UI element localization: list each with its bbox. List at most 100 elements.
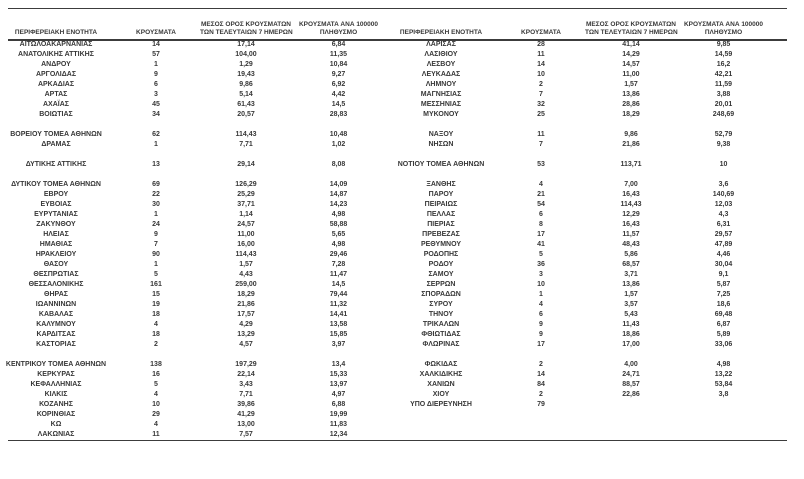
value-cell: 79,44 <box>329 291 348 298</box>
regional-unit-cell: ΚΟΡΙΝΘΙΑΣ <box>36 411 76 418</box>
column-header: ΚΡΟΥΣΜΑΤΑ ΑΝΑ 100000 ΠΛΗΘΥΣΜΟ <box>298 21 379 36</box>
spacer-cell <box>385 170 497 180</box>
table-row: ΛΑΡΙΣΑΣ 28 41,14 9,85 <box>385 40 770 50</box>
table-row: ΛΑΣΙΘΙΟΥ 11 14,29 14,59 <box>385 50 770 60</box>
regional-unit-cell: ΚΕΡΚΥΡΑΣ <box>37 371 75 378</box>
value-cell: 14,09 <box>329 181 348 188</box>
regional-unit-cell: ΚΕΝΤΡΙΚΟΥ ΤΟΜΕΑ ΑΘΗΝΩΝ <box>5 361 107 368</box>
value-cell: 4 <box>154 321 158 328</box>
value-cell: 24 <box>152 221 160 228</box>
value-cell: 7 <box>539 141 543 148</box>
value-cell: 17 <box>537 231 545 238</box>
value-cell: 14,5 <box>331 101 346 108</box>
table-row: ΑΡΓΟΛΙΔΑΣ 9 19,43 9,27 <box>0 70 385 80</box>
table-row: ΤΡΙΚΑΛΩΝ 9 11,43 6,87 <box>385 320 770 330</box>
value-cell: 16,00 <box>237 241 255 248</box>
regional-unit-cell: ΣΥΡΟΥ <box>429 301 453 308</box>
value-cell: 9 <box>154 231 158 238</box>
table-row: ΕΥΡΥΤΑΝΙΑΣ 1 1,14 4,98 <box>0 210 385 220</box>
spacer-row <box>0 170 385 180</box>
value-cell: 4 <box>154 391 158 398</box>
value-cell: 13,58 <box>329 321 348 328</box>
regional-unit-cell: ΜΑΓΝΗΣΙΑΣ <box>420 91 462 98</box>
table-body-right: ΛΑΡΙΣΑΣ 28 41,14 9,85 ΛΑΣΙΘΙΟΥ 11 14,29 14,59 ΛΕ… <box>385 40 770 410</box>
value-cell: 3,71 <box>624 271 638 278</box>
regional-unit-cell: ΗΜΑΘΙΑΣ <box>39 241 73 248</box>
table-row: ΠΕΙΡΑΙΩΣ 54 114,43 12,03 <box>385 200 770 210</box>
value-cell: 1 <box>154 211 158 218</box>
value-cell: 11,47 <box>329 271 348 278</box>
column-header: ΠΕΡΙΦΕΡΕΙΑΚΗ ΕΝΟΤΗΤΑ <box>399 29 483 36</box>
value-cell: 22,86 <box>622 391 640 398</box>
regional-unit-cell: ΘΗΡΑΣ <box>44 291 68 298</box>
regional-unit-cell: ΚΙΛΚΙΣ <box>44 391 68 398</box>
value-cell: 11,83 <box>329 421 348 428</box>
value-cell: 90 <box>152 251 160 258</box>
table-row: ΠΑΡΟΥ 21 16,43 140,69 <box>385 190 770 200</box>
value-cell: 15,85 <box>329 331 348 338</box>
value-cell: 4,29 <box>239 321 253 328</box>
table-row: ΦΘΙΩΤΙΔΑΣ 9 18,86 5,89 <box>385 330 770 340</box>
value-cell <box>585 400 677 410</box>
spacer-cell <box>497 350 585 360</box>
table-row: ΝΗΣΩΝ 7 21,86 9,38 <box>385 140 770 150</box>
value-cell: 9,38 <box>716 141 731 148</box>
value-cell: 24,57 <box>237 221 255 228</box>
regional-unit-cell: ΗΛΕΙΑΣ <box>43 231 69 238</box>
spacer-cell <box>200 150 292 160</box>
regional-unit-cell: ΧΙΟΥ <box>432 391 450 398</box>
value-cell: 84 <box>537 381 545 388</box>
value-cell: 21,86 <box>237 301 255 308</box>
value-cell: 3,43 <box>239 381 253 388</box>
value-cell: 52,79 <box>714 131 733 138</box>
value-cell: 14,23 <box>329 201 348 208</box>
value-cell: 126,29 <box>235 181 257 188</box>
regional-unit-cell: ΛΑΡΙΣΑΣ <box>426 41 456 48</box>
table-row: ΜΕΣΣΗΝΙΑΣ 32 28,86 20,01 <box>385 100 770 110</box>
value-cell: 16,43 <box>622 191 640 198</box>
value-cell: 1 <box>539 291 543 298</box>
value-cell: 4,46 <box>716 251 731 258</box>
value-cell: 197,29 <box>235 361 257 368</box>
table-row: ΛΕΣΒΟΥ 14 14,57 16,2 <box>385 60 770 70</box>
spacer-cell <box>112 170 200 180</box>
regional-unit-cell: ΘΕΣΠΡΩΤΙΑΣ <box>33 271 79 278</box>
table-row: ΚΑΛΥΜΝΟΥ 4 4,29 13,58 <box>0 320 385 330</box>
value-cell: 5,14 <box>239 91 253 98</box>
value-cell: 6,88 <box>331 401 346 408</box>
value-cell: 36 <box>537 261 545 268</box>
value-cell: 6,87 <box>716 321 731 328</box>
value-cell: 12,29 <box>622 211 640 218</box>
spacer-cell <box>585 120 677 130</box>
regional-unit-cell: ΑΧΑΪΑΣ <box>43 101 69 108</box>
value-cell: 24,71 <box>622 371 640 378</box>
table-row: ΚΙΛΚΙΣ 4 7,71 4,97 <box>0 390 385 400</box>
value-cell: 14,29 <box>622 51 640 58</box>
table-header-left: ΠΕΡΙΦΕΡΕΙΑΚΗ ΕΝΟΤΗΤΑ ΚΡΟΥΣΜΑΤΑ ΜΕΣΟΣ ΟΡΟΣ … <box>0 8 385 40</box>
value-cell: 42,21 <box>714 71 733 78</box>
table-row: ΑΝΑΤΟΛΙΚΗΣ ΑΤΤΙΚΗΣ 57 104,00 11,35 <box>0 50 385 60</box>
value-cell: 5,89 <box>716 331 731 338</box>
value-cell: 19,99 <box>329 411 348 418</box>
spacer-cell <box>0 350 112 360</box>
value-cell: 45 <box>152 101 160 108</box>
spacer-cell <box>0 150 112 160</box>
regional-unit-cell: ΑΙΤΩΛΟΑΚΑΡΝΑΝΙΑΣ <box>19 41 93 48</box>
table-bottom-rule <box>8 440 787 441</box>
value-cell: 14 <box>537 371 545 378</box>
value-cell: 47,89 <box>714 241 733 248</box>
value-cell: 21,86 <box>622 141 640 148</box>
regional-unit-cell: ΡΟΔΟΠΗΣ <box>423 251 459 258</box>
value-cell: 113,71 <box>620 161 642 168</box>
value-cell: 61,43 <box>237 101 255 108</box>
value-cell: 161 <box>150 281 162 288</box>
value-cell: 7 <box>539 91 543 98</box>
table-row: ΑΝΔΡΟΥ 1 1,29 10,84 <box>0 60 385 70</box>
value-cell: 5 <box>154 271 158 278</box>
value-cell: 6,92 <box>331 81 346 88</box>
value-cell: 17,14 <box>237 41 255 48</box>
regional-unit-cell: ΖΑΚΥΝΘΟΥ <box>36 221 76 228</box>
value-cell: 138 <box>150 361 162 368</box>
value-cell: 11,59 <box>714 81 733 88</box>
table-row: ΚΟΡΙΝΘΙΑΣ 29 41,29 19,99 <box>0 410 385 420</box>
